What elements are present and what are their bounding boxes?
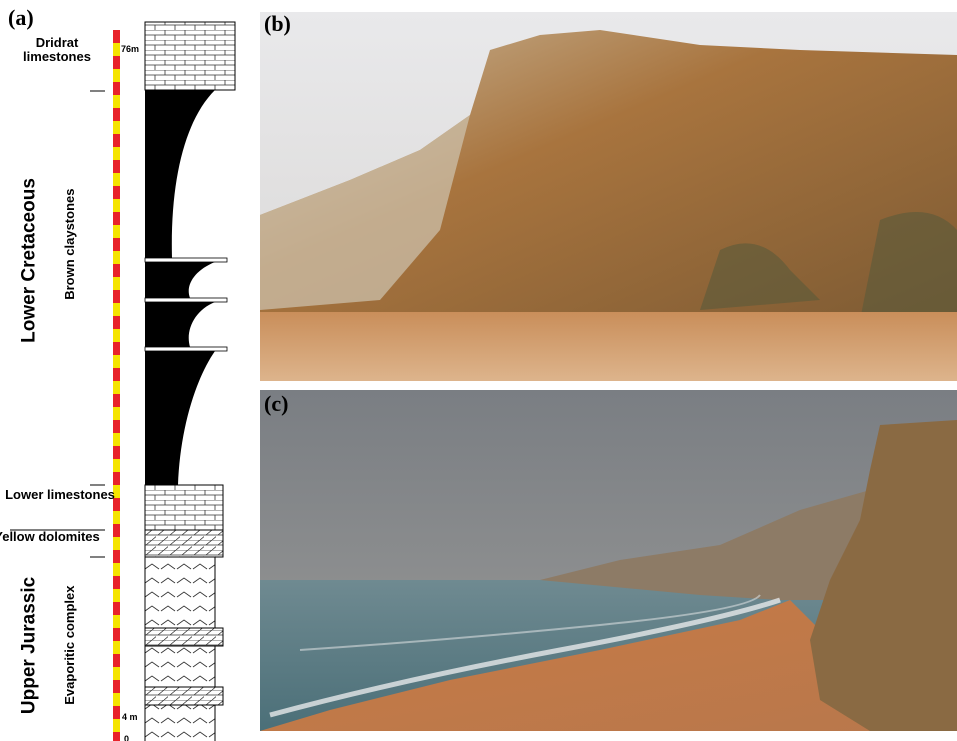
scale-segment	[113, 537, 120, 550]
photo-b	[260, 12, 957, 381]
scale-segment	[113, 368, 120, 381]
scale-segment	[113, 238, 120, 251]
scale-segment	[113, 563, 120, 576]
scale-segment	[113, 420, 120, 433]
scale-segment	[113, 212, 120, 225]
figure: (a) (b) (c) Dridrat limestones Lower lim…	[0, 0, 957, 741]
scale-segment	[113, 550, 120, 563]
scale-segment	[113, 524, 120, 537]
scale-segment	[113, 602, 120, 615]
scale-segment	[113, 576, 120, 589]
scale-segment	[113, 355, 120, 368]
scale-segment	[113, 199, 120, 212]
scale-segment	[113, 615, 120, 628]
scale-segment	[113, 628, 120, 641]
limestone-bed	[145, 298, 227, 302]
scale-segment	[113, 147, 120, 160]
scale-segment	[113, 277, 120, 290]
scale-segment	[113, 511, 120, 524]
scale-segment	[113, 641, 120, 654]
scale-bar	[113, 30, 120, 741]
scale-segment	[113, 121, 120, 134]
panel-label: (b)	[264, 12, 291, 36]
claystone	[145, 262, 215, 485]
scale-segment	[113, 680, 120, 693]
scale-segment	[113, 667, 120, 680]
scale-segment	[113, 433, 120, 446]
scale-segment	[113, 173, 120, 186]
scale-segment	[113, 446, 120, 459]
dolomite-unit	[145, 530, 223, 557]
scale-label: 4 m	[122, 713, 138, 723]
scale-label: 76m	[121, 45, 139, 55]
limestone-bed	[145, 347, 227, 351]
scale-segment	[113, 472, 120, 485]
dolomite-bed	[145, 687, 223, 705]
unit-label: Lower limestones	[5, 488, 115, 502]
scale-segment	[113, 381, 120, 394]
panel-label: (c)	[264, 392, 288, 416]
scale-segment	[113, 95, 120, 108]
scale-segment	[113, 43, 120, 56]
scale-segment	[113, 108, 120, 121]
scale-label: 0	[124, 735, 129, 741]
scale-segment	[113, 316, 120, 329]
scale-segment	[113, 303, 120, 316]
scale-segment	[113, 394, 120, 407]
scale-segment	[113, 69, 120, 82]
limestone-block	[145, 22, 235, 90]
dolomite-bed	[145, 628, 223, 646]
scale-segment	[113, 56, 120, 69]
scale-segment	[113, 693, 120, 706]
scale-segment	[113, 225, 120, 238]
figure-graphics	[0, 0, 957, 741]
scale-segment	[113, 407, 120, 420]
scale-segment	[113, 290, 120, 303]
claystone	[145, 90, 215, 258]
evaporite-unit	[145, 557, 215, 741]
limestone-bed	[145, 258, 227, 262]
photo-c	[260, 390, 957, 731]
scale-segment	[113, 160, 120, 173]
scale-segment	[113, 459, 120, 472]
unit-label: Yellow dolomites	[0, 530, 102, 544]
scale-segment	[113, 82, 120, 95]
scale-segment	[113, 30, 120, 43]
limestone-unit	[145, 485, 223, 530]
scale-segment	[113, 134, 120, 147]
scale-segment	[113, 732, 120, 741]
period-label: Upper Jurassic	[20, 565, 41, 725]
scale-segment	[113, 706, 120, 719]
scale-segment	[113, 342, 120, 355]
scale-segment	[113, 719, 120, 732]
scale-segment	[113, 329, 120, 342]
scale-segment	[113, 251, 120, 264]
period-label: Lower Cretaceous	[20, 170, 41, 350]
panel-label: (a)	[8, 6, 34, 30]
unit-label: Dridrat limestones	[2, 36, 112, 65]
scale-segment	[113, 654, 120, 667]
unit-label: Brown claystones	[63, 184, 77, 304]
scale-segment	[113, 589, 120, 602]
scale-segment	[113, 186, 120, 199]
scale-segment	[113, 264, 120, 277]
unit-label: Evaporitic complex	[63, 585, 77, 705]
